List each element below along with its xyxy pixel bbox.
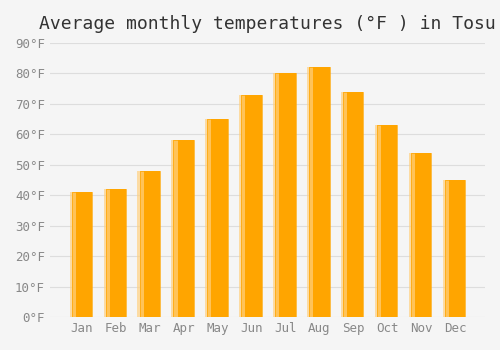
Bar [275,74,295,317]
Bar [275,74,295,317]
Bar [172,140,177,317]
Bar [174,140,194,317]
Bar [409,153,415,317]
Bar [72,192,92,317]
Bar [309,67,330,317]
Bar [445,180,465,317]
Bar [443,180,449,317]
Bar [411,153,432,317]
Bar [106,189,126,317]
Bar [208,119,228,317]
Bar [377,125,398,317]
Bar [140,171,160,317]
Bar [138,171,143,317]
Bar [242,95,262,317]
Bar [104,189,110,317]
Bar [72,192,92,317]
Bar [375,125,381,317]
Bar [140,171,160,317]
Bar [273,74,280,317]
Bar [445,180,465,317]
Title: Average monthly temperatures (°F ) in Tosu: Average monthly temperatures (°F ) in To… [39,15,496,33]
Bar [242,95,262,317]
Bar [309,67,330,317]
Bar [411,153,432,317]
Bar [206,119,212,317]
Bar [174,140,194,317]
Bar [307,67,313,317]
Bar [70,192,75,317]
Bar [343,92,363,317]
Bar [343,92,363,317]
Bar [341,92,347,317]
Bar [377,125,398,317]
Bar [240,95,246,317]
Bar [208,119,228,317]
Bar [106,189,126,317]
